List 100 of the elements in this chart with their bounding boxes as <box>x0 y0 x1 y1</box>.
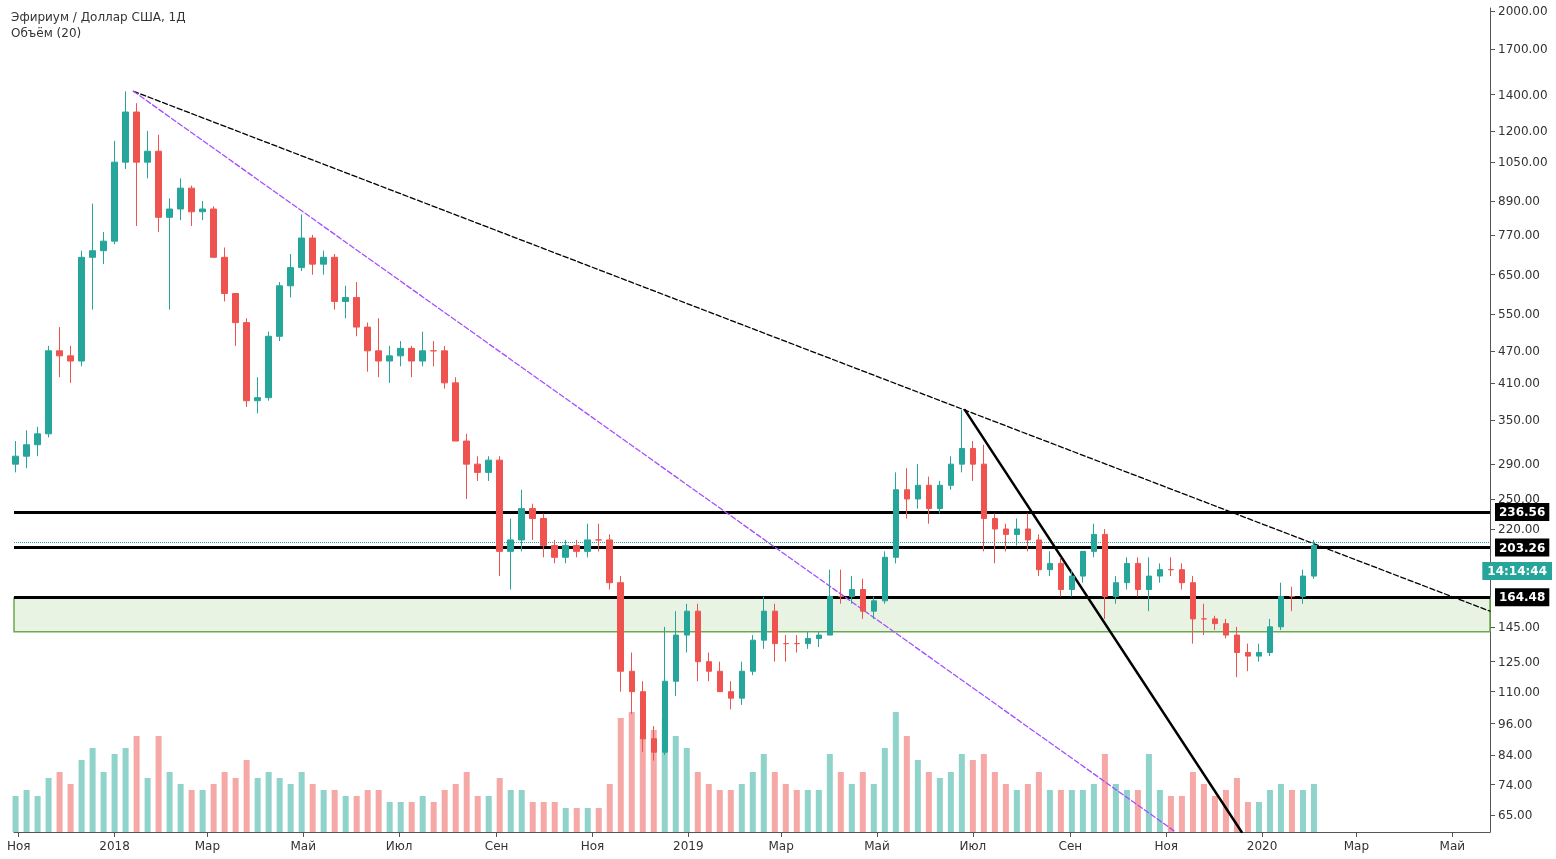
x-tick-label: Июл <box>959 839 987 853</box>
bar <box>815 790 822 832</box>
bar <box>265 772 272 832</box>
bar <box>441 790 448 832</box>
bar <box>1145 754 1152 832</box>
bar <box>980 754 987 832</box>
bar <box>540 802 547 832</box>
candlestick <box>739 661 745 706</box>
bar <box>1057 790 1064 832</box>
x-tick-label: 2019 <box>673 839 704 853</box>
y-tick-label: 250.00 <box>1498 491 1540 506</box>
bar <box>551 802 558 832</box>
candlestick <box>144 130 151 179</box>
text: Объём (20) <box>11 26 82 40</box>
bar <box>914 760 921 832</box>
bar <box>1178 796 1185 832</box>
y-tick-label: 145.00 <box>1498 619 1540 634</box>
candlestick <box>1234 626 1240 678</box>
bar <box>221 772 228 832</box>
candlestick <box>408 345 415 378</box>
candlestick <box>606 533 613 591</box>
candlestick <box>1300 569 1306 605</box>
bar <box>375 790 382 832</box>
candlestick <box>463 433 470 500</box>
candlestick <box>232 293 239 347</box>
candlestick <box>45 345 52 438</box>
candlestick <box>1080 550 1086 584</box>
candlestick <box>397 340 404 367</box>
candlestick <box>34 426 41 457</box>
bar <box>529 802 536 832</box>
bar <box>89 748 96 832</box>
bar <box>1277 784 1284 832</box>
ref-line-label: 236.56 <box>1499 504 1546 519</box>
candlestick <box>1003 523 1009 552</box>
y-tick-label: 84.00 <box>1498 747 1533 762</box>
candlestick <box>1289 586 1295 612</box>
x-tick-label: Мар <box>194 839 221 853</box>
bar <box>430 802 437 832</box>
bar <box>67 784 74 832</box>
bar <box>1002 784 1009 832</box>
y-tick-label: 65.00 <box>1498 808 1533 823</box>
y-tick-label: 770.00 <box>1498 227 1540 242</box>
bar <box>617 718 624 832</box>
candlestick <box>860 578 866 620</box>
bar <box>1211 796 1218 832</box>
x-tick-label: Мар <box>1343 839 1370 853</box>
bar <box>573 808 580 832</box>
y-tick-label: 1200.00 <box>1498 123 1548 138</box>
y-tick-label: 125.00 <box>1498 654 1540 669</box>
bar <box>606 784 613 832</box>
bar <box>639 736 646 832</box>
candlestick <box>243 317 250 408</box>
candlestick <box>827 569 833 636</box>
bar <box>166 772 173 832</box>
candlestick <box>783 634 789 663</box>
bar <box>683 748 690 832</box>
bar <box>342 796 349 832</box>
x-tick-label: Ноя <box>1154 839 1178 853</box>
candlestick <box>331 253 338 311</box>
bar <box>100 772 107 832</box>
bar <box>694 772 701 832</box>
x-tick-label: Май <box>864 839 890 853</box>
y-tick-label: 1700.00 <box>1498 42 1548 57</box>
candlestick <box>1036 533 1042 577</box>
candlestick <box>67 345 74 384</box>
annotation: 14:14:44 <box>1487 564 1548 578</box>
candlestick <box>1025 513 1031 552</box>
x-tick-label: Май <box>290 839 316 853</box>
y-tick-label: 2000.00 <box>1498 3 1548 18</box>
candlestick <box>1256 643 1262 663</box>
bar <box>584 808 591 832</box>
candlestick <box>551 539 558 564</box>
x-tick-label: Сен <box>484 839 509 853</box>
candlestick <box>1201 603 1207 636</box>
candlestick <box>254 376 261 414</box>
bar <box>243 760 250 832</box>
bar <box>353 796 360 832</box>
candlestick <box>937 480 943 515</box>
bar <box>56 772 63 832</box>
bar <box>177 784 184 832</box>
bar <box>859 772 866 832</box>
bar <box>947 772 954 832</box>
bar <box>408 802 415 832</box>
bar <box>1299 790 1306 832</box>
y-tick-label: 650.00 <box>1498 267 1540 282</box>
bar <box>1123 790 1130 832</box>
chart-title: Эфириум / Доллар США, 1Д <box>11 10 186 24</box>
bar <box>848 784 855 832</box>
candlestick <box>133 102 140 227</box>
bar <box>287 784 294 832</box>
candlestick <box>1267 618 1273 657</box>
bar <box>1167 796 1174 832</box>
candlestick <box>210 205 217 258</box>
candlestick <box>78 250 85 367</box>
candlestick <box>320 250 327 276</box>
bar <box>507 790 514 832</box>
bar <box>210 784 217 832</box>
bar <box>144 778 151 832</box>
candlestick <box>1179 562 1185 591</box>
candlestick <box>23 429 30 469</box>
